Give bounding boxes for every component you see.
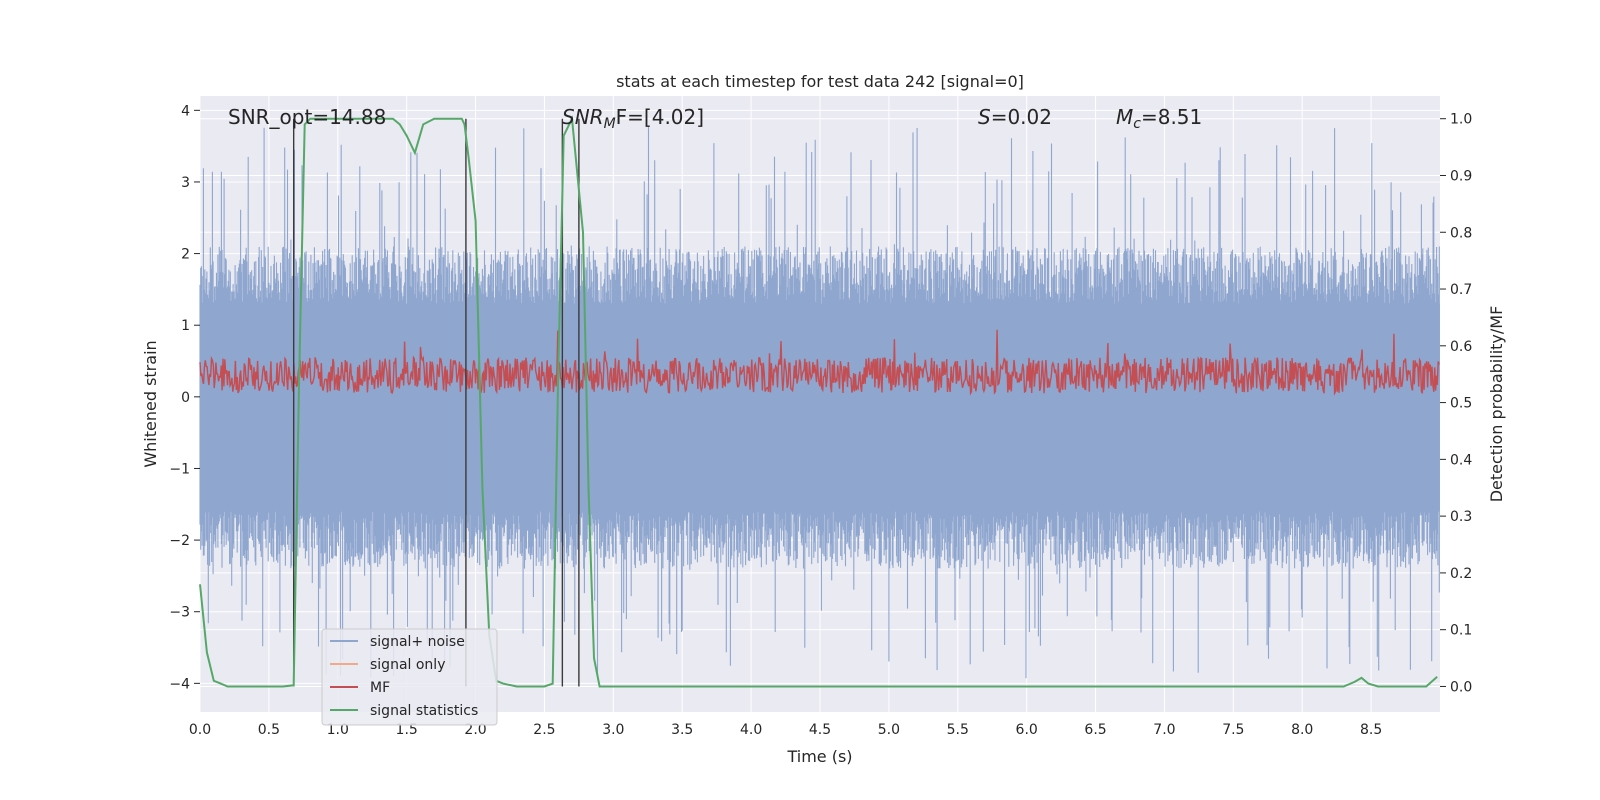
x-tick-label: 6.0	[1016, 722, 1038, 738]
y-tick-label-left: 3	[181, 175, 190, 191]
y-tick-label-left: −3	[169, 605, 190, 621]
y-tick-label-left: 4	[181, 103, 190, 119]
x-tick-label: 2.5	[533, 722, 555, 738]
y-tick-label-right: 0.1	[1450, 623, 1472, 639]
x-tick-label: 1.0	[327, 722, 349, 738]
x-tick-label: 3.5	[671, 722, 693, 738]
y-tick-label-right: 0.0	[1450, 679, 1472, 695]
y-axis-right-label: Detection probability/MF	[1487, 306, 1506, 503]
y-tick-label-right: 0.7	[1450, 282, 1472, 298]
y-axis-left-label: Whitened strain	[141, 340, 160, 467]
x-tick-label: 3.0	[602, 722, 624, 738]
y-tick-label-right: 1.0	[1450, 112, 1472, 128]
y-tick-label-right: 0.5	[1450, 396, 1472, 412]
y-axis-right-ticks: 1.0 0.9 0.8 0.7 0.6 0.5 0.4 0.3 0.2 0.1 0.0	[1440, 112, 1472, 695]
x-tick-label: 4.0	[740, 722, 762, 738]
x-tick-label: 7.5	[1222, 722, 1244, 738]
x-tick-label: 2.0	[464, 722, 486, 738]
legend-label-signal-only: signal only	[370, 657, 445, 673]
y-tick-label-left: 2	[181, 247, 190, 263]
y-tick-label-right: 0.6	[1450, 339, 1472, 355]
x-tick-label: 0.0	[189, 722, 211, 738]
legend-label-signal-noise: signal+ noise	[370, 634, 465, 650]
y-tick-label-right: 0.8	[1450, 225, 1472, 241]
x-tick-label: 7.0	[1153, 722, 1175, 738]
chart-title: stats at each timestep for test data 242…	[616, 72, 1024, 91]
x-tick-label: 6.5	[1084, 722, 1106, 738]
mf-series	[199, 329, 1440, 396]
legend-label-signal-statistics: signal statistics	[370, 703, 478, 719]
annotation-s: S=0.02	[978, 105, 1052, 129]
x-tick-label: 5.0	[878, 722, 900, 738]
vertical-markers	[292, 118, 580, 687]
y-tick-label-right: 0.4	[1450, 452, 1472, 468]
signal-noise-series	[199, 125, 1440, 679]
x-tick-label: 0.5	[258, 722, 280, 738]
x-tick-label: 5.5	[947, 722, 969, 738]
y-tick-label-left: 0	[181, 390, 190, 406]
signal-noise-line	[199, 125, 1440, 679]
y-tick-label-left: 1	[181, 318, 190, 334]
y-tick-label-right: 0.2	[1450, 566, 1472, 582]
y-tick-label-left: −2	[169, 533, 190, 549]
annotation-snr-mf: SNRMF=[4.02]	[562, 105, 704, 132]
annotation-snr-opt: SNR_opt=14.88	[228, 105, 386, 129]
x-axis-ticks: 0.0 0.5 1.0 1.5 2.0 2.5 3.0 3.5 4.0 4.5 5.0 5.5 6.0 6…	[189, 722, 1382, 738]
annotation-mc: Mc=8.51	[1116, 105, 1202, 132]
y-tick-label-right: 0.9	[1450, 168, 1472, 184]
x-tick-label: 8.0	[1291, 722, 1313, 738]
legend: signal+ noise signal only MF signal stat…	[321, 628, 498, 726]
x-axis-label: Time (s)	[786, 747, 852, 766]
x-tick-label: 1.5	[396, 722, 418, 738]
x-tick-label: 4.5	[809, 722, 831, 738]
y-tick-label-left: −1	[169, 461, 190, 477]
y-tick-label-right: 0.3	[1450, 509, 1472, 525]
y-axis-left-ticks: 4 3 2 1 0 −1 −2 −3 −4	[169, 103, 200, 692]
legend-label-mf: MF	[370, 680, 390, 696]
mf-line	[199, 329, 1440, 396]
x-tick-label: 8.5	[1360, 722, 1382, 738]
y-tick-label-left: −4	[169, 676, 190, 692]
legend-box	[321, 628, 498, 726]
